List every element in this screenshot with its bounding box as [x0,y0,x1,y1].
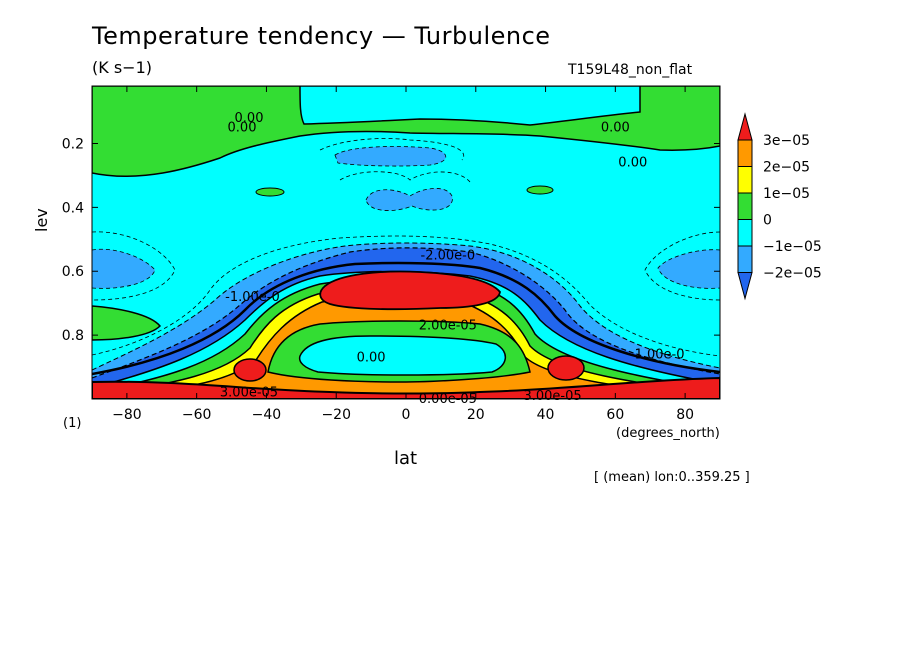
contour-labels: 0.000.00 0.000.00-2.00e-0-1.00e-02.00e-05… [220,111,685,407]
fill-green-island-right [526,185,554,195]
fill-green-bulge-left [92,305,162,341]
contour-label: 0.00 [618,156,647,171]
fill-upper-cyan-gap [299,86,641,126]
colorbar-label: 0 [763,213,772,229]
colorbar-swatch [737,192,753,220]
x-tick-label: 60 [606,407,624,423]
contour-label: 0.00e-05 [419,392,477,407]
contour-dashed-1 [319,138,465,161]
y-tick-label: 0.6 [62,264,84,280]
chart-title: Temperature tendency — Turbulence [92,22,551,50]
colorbar-label: −2e−05 [763,266,822,282]
contour-dashed-3 [92,231,176,301]
contour-label: 0.00 [228,121,257,136]
colorbar-swatch [737,139,753,167]
x-axis-ticks: −80 −60 −40 −20 0 20 40 60 80 [112,86,694,423]
x-units-label: (degrees_north) [616,426,720,441]
x-tick-label: 80 [676,407,694,423]
contour-label: -2.00e-0 [421,248,476,263]
colorbar-swatch [737,219,753,247]
colorbar-label: 1e−05 [763,186,810,202]
x-tick-label: −20 [321,407,351,423]
y-axis-ticks: 0.2 0.4 0.6 0.8 [62,136,720,344]
contour-label: 0.00 [357,350,386,365]
contour-label: 3.00e-05 [523,389,581,404]
contour-dashed-5 [92,235,720,357]
contour-label: 3.00e-05 [220,386,278,401]
colorbar-arrow-top [737,112,753,141]
fill-upper-blue-top [334,146,447,167]
colorbar-label: 2e−05 [763,160,810,176]
units-label: (K s−1) [92,58,152,77]
y-tick-label: 0.8 [62,328,84,344]
contour-solid-thick [92,261,720,376]
x-axis-label: lat [394,448,418,469]
contour-label: 0.00 [601,121,630,136]
y-tick-label: 0.2 [62,136,84,152]
fill-surface-red [92,376,720,399]
contour-label: -1.00e-0 [225,290,280,305]
y-tick-label: 0.4 [62,200,84,216]
colorbar-label: −1e−05 [763,239,822,255]
run-id-label: T159L48_non_flat [568,62,693,78]
x-tick-label: 40 [537,407,555,423]
x-tick-label: 20 [467,407,485,423]
averaging-note: [ (mean) lon:0..359.25 ] [594,470,750,485]
fill-dome-cavity-cyan [298,335,506,376]
colorbar-swatch [737,166,753,194]
contour-dashed-4 [644,231,720,301]
contour-label: -1.00e-0 [630,347,685,362]
contour-label: 0.00 [235,111,264,126]
colorbar-label: 3e−05 [763,133,810,149]
contour-label: 2.00e-05 [419,319,477,334]
contour-fill-layers [92,86,720,399]
fill-blue-blob-left [92,248,156,289]
y-units-label: (1) [63,416,82,431]
colorbar-arrow-bottom [737,272,753,301]
fill-red-lobe-right [547,355,585,381]
fill-core-red-upper [319,270,501,311]
x-tick-label: −60 [182,407,212,423]
colorbar: 3e−05 2e−05 1e−05 0 −1e−05 −2e−05 [737,112,822,301]
fill-blue-blob-right [657,249,720,289]
fill-red-lobe-left [233,358,267,382]
fill-green-island-left [255,187,285,197]
colorbar-swatch [737,245,753,273]
x-tick-label: −40 [252,407,282,423]
x-tick-label: 0 [402,407,411,423]
contour-dashed-2 [339,171,471,183]
x-tick-label: −80 [112,407,142,423]
fill-upper-blue-lower [365,188,453,211]
